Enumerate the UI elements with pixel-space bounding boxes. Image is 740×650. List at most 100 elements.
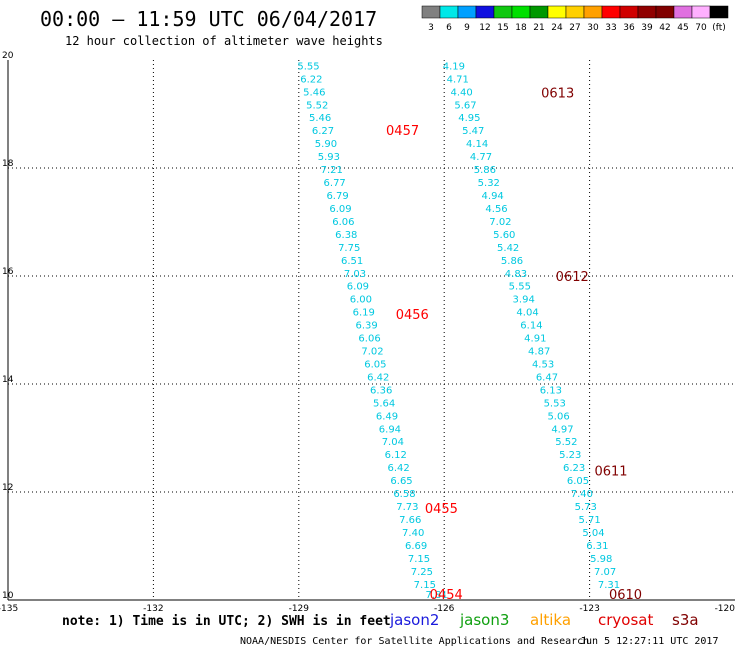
- data-point-label: 5.32: [478, 178, 500, 189]
- data-point-label: 7.75: [338, 243, 360, 254]
- colorbar-swatch: [511, 5, 531, 19]
- colorbar-label: (ft): [712, 23, 726, 33]
- colorbar-label: 3: [428, 23, 434, 33]
- colorbar-label: 70: [695, 23, 707, 33]
- colorbar-swatch: [547, 5, 567, 19]
- data-point-label: 7.40: [402, 528, 424, 539]
- data-point-label: 4.97: [551, 424, 573, 435]
- chart-title: 00:00 – 11:59 UTC 06/04/2017: [40, 7, 377, 31]
- data-point-label: 4.83: [505, 269, 527, 280]
- data-point-label: 4.04: [516, 308, 538, 319]
- pass-time-label: 0612: [556, 270, 589, 285]
- colorbar-label: 42: [659, 23, 670, 33]
- colorbar-swatch: [457, 5, 477, 19]
- data-point-label: 6.36: [370, 385, 392, 396]
- y-tick-label: 12: [2, 483, 13, 493]
- data-point-label: 5.46: [303, 87, 325, 98]
- data-point-label: 5.52: [306, 100, 328, 111]
- data-point-label: 6.58: [393, 489, 415, 500]
- data-point-label: 4.56: [485, 204, 507, 215]
- x-tick-label: -135: [0, 604, 18, 614]
- satellite-legend-item: jason3: [459, 611, 509, 629]
- data-point-label: 7.15: [414, 580, 436, 591]
- data-point-label: 7.04: [382, 437, 404, 448]
- pass-time-label: 0454: [430, 588, 463, 603]
- data-point-label: 4.71: [447, 74, 469, 85]
- data-point-label: 5.04: [582, 528, 604, 539]
- data-point-label: 6.65: [390, 476, 412, 487]
- data-point-label: 5.53: [544, 398, 566, 409]
- colorbar-swatch: [709, 5, 729, 19]
- data-point-label: 5.52: [555, 437, 577, 448]
- colorbar-label: 36: [623, 23, 635, 33]
- data-point-label: 6.22: [300, 74, 322, 85]
- data-point-label: 4.94: [482, 191, 504, 202]
- data-point-label: 7.02: [489, 217, 511, 228]
- colorbar-swatch: [529, 5, 549, 19]
- satellite-legend: jason2 jason3 altika cryosat s3a: [389, 611, 699, 629]
- y-tick-label: 16: [2, 267, 14, 277]
- colorbar-swatch: [637, 5, 657, 19]
- data-point-label: 7.81: [425, 590, 447, 601]
- chart-subtitle: 12 hour collection of altimeter wave hei…: [65, 34, 383, 48]
- data-point-label: 6.05: [567, 476, 589, 487]
- colorbar-label: 45: [677, 23, 688, 33]
- data-point-label: 6.27: [312, 126, 334, 137]
- data-point-label: 6.42: [367, 372, 389, 383]
- data-point-label: 7.02: [361, 347, 383, 358]
- data-point-label: 6.12: [385, 450, 407, 461]
- x-tick-label: -123: [579, 604, 599, 614]
- colorbar-label: 39: [641, 23, 653, 33]
- data-point-label: 6.39: [356, 321, 378, 332]
- data-point-label: 6.42: [388, 463, 410, 474]
- satellite-legend-item: jason2: [389, 611, 439, 629]
- data-point-label: 6.49: [376, 411, 398, 422]
- y-tick-label: 10: [2, 591, 14, 601]
- data-point-label: 6.47: [536, 372, 558, 383]
- data-point-label: 7.07: [594, 567, 616, 578]
- data-point-label: 4.40: [451, 87, 473, 98]
- data-point-label: 6.06: [358, 334, 380, 345]
- colorbar-swatch: [493, 5, 513, 19]
- colorbar-label: 33: [605, 23, 616, 33]
- data-point-label: 4.53: [532, 359, 554, 370]
- data-point-label: 7.73: [396, 502, 418, 513]
- data-point-label: 5.46: [309, 113, 331, 124]
- y-tick-label: 18: [2, 159, 14, 169]
- data-point-label: 6.06: [332, 217, 354, 228]
- pass-time-label: 0611: [594, 464, 627, 479]
- data-points: 5.55 6.22 5.46 5.52 5.46 6.27 5.90 5.93 7.21 6.77…: [297, 61, 620, 601]
- data-point-label: 6.23: [563, 463, 585, 474]
- data-point-label: 5.06: [547, 411, 569, 422]
- data-point-label: 4.77: [470, 152, 492, 163]
- colorbar-swatch: [655, 5, 675, 19]
- colorbar-label: 15: [497, 23, 508, 33]
- colorbar-label: 30: [587, 23, 599, 33]
- data-point-label: 5.64: [373, 398, 395, 409]
- data-point-label: 5.55: [509, 282, 531, 293]
- data-point-label: 5.42: [497, 243, 519, 254]
- pass-time-label: 0613: [541, 86, 574, 101]
- colorbar-label: 21: [533, 23, 544, 33]
- data-point-label: 5.23: [559, 450, 581, 461]
- colorbar-swatch: [421, 5, 441, 19]
- x-tick-label: -120: [715, 604, 736, 614]
- data-point-label: 5.71: [578, 515, 600, 526]
- data-point-label: 7.40: [571, 489, 593, 500]
- colorbar-swatch: [565, 5, 585, 19]
- colorbar-label: 24: [551, 23, 563, 33]
- colorbar-label: 27: [569, 23, 580, 33]
- pass-time-label: 0455: [425, 502, 458, 517]
- data-point-label: 6.69: [405, 541, 427, 552]
- data-point-label: 5.93: [318, 152, 340, 163]
- colorbar-swatch: [601, 5, 621, 19]
- satellite-legend-item: s3a: [672, 611, 699, 629]
- x-tick-label: -129: [289, 604, 310, 614]
- colorbar-swatch: [619, 5, 639, 19]
- data-point-label: 7.66: [399, 515, 421, 526]
- data-point-label: 6.19: [353, 308, 375, 319]
- colorbar-swatch: [583, 5, 603, 19]
- data-point-label: 6.14: [520, 321, 542, 332]
- data-point-label: 6.79: [326, 191, 348, 202]
